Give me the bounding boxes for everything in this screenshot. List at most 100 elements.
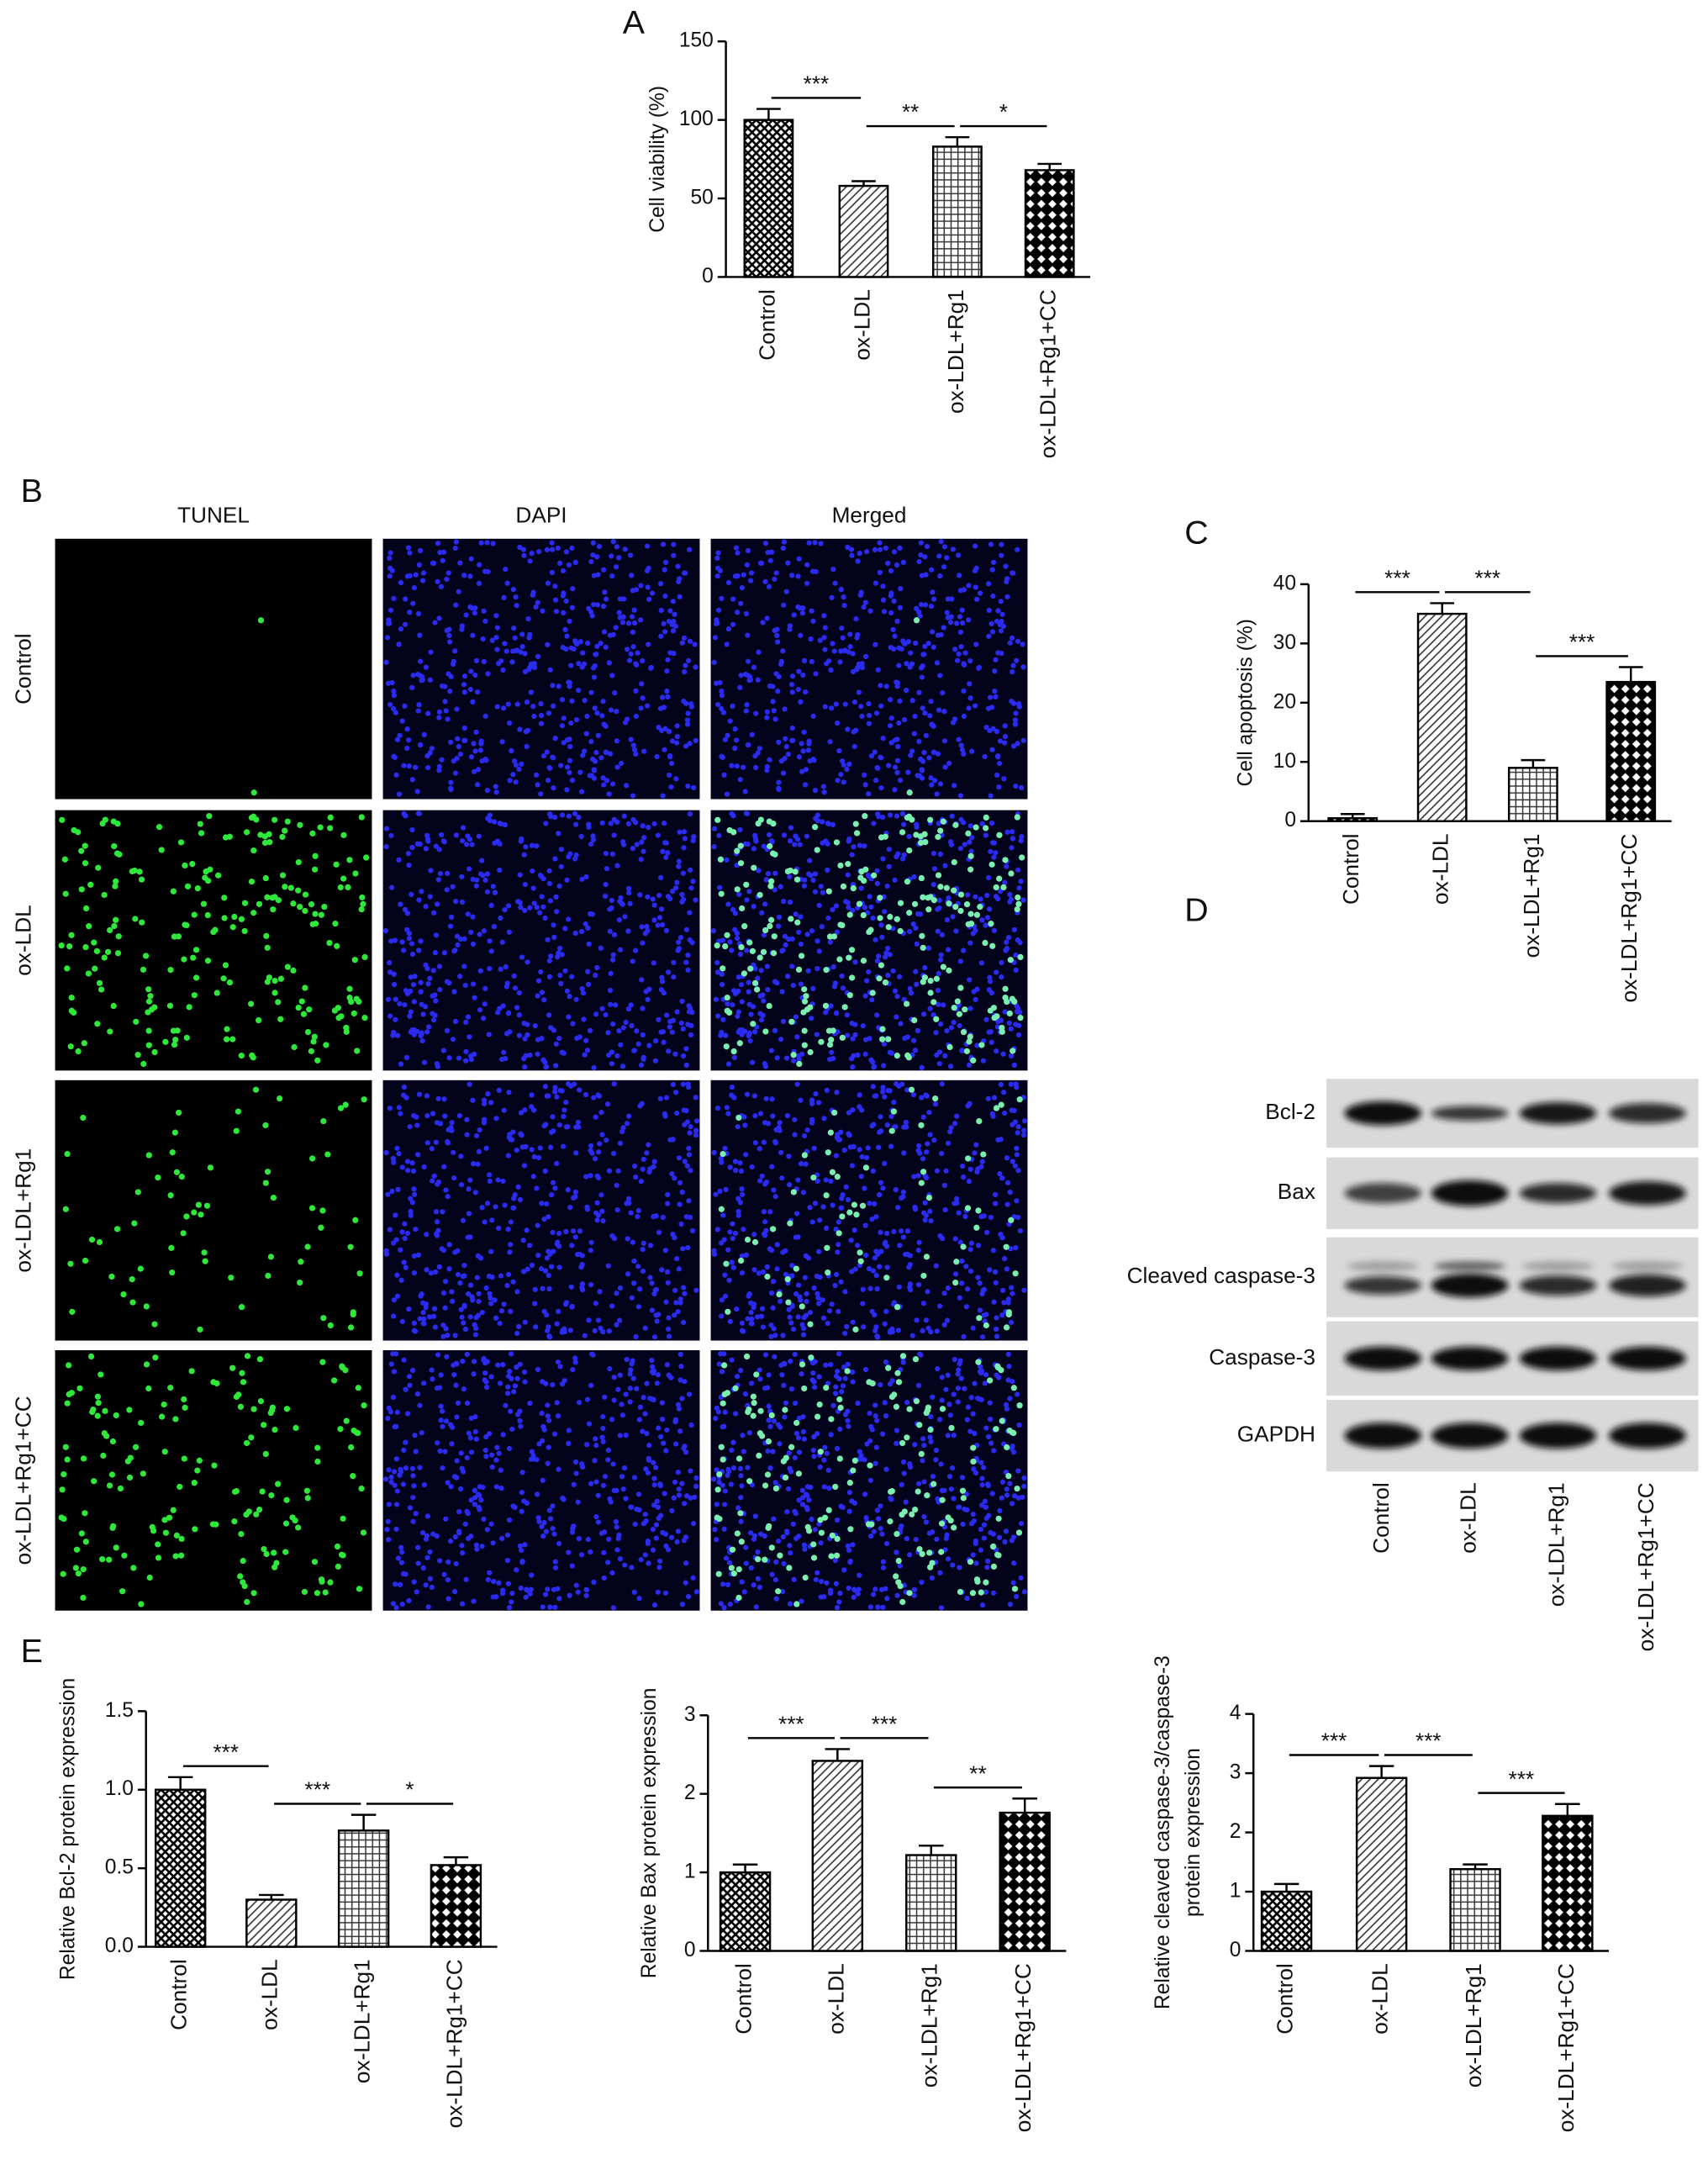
nucleus: [628, 1002, 634, 1008]
nucleus: [841, 603, 847, 609]
nucleus: [951, 1391, 957, 1397]
nucleus: [386, 1502, 392, 1507]
nucleus: [550, 1114, 556, 1120]
nucleus: [638, 617, 644, 623]
nucleus: [994, 772, 1000, 779]
nucleus: [960, 948, 967, 953]
nucleus: [623, 1019, 629, 1026]
nucleus: [590, 756, 596, 762]
nucleus: [782, 755, 788, 762]
panel-label: C: [1184, 514, 1208, 551]
tunel-cell: [909, 816, 915, 823]
tunel-cell: [263, 1550, 270, 1558]
nucleus: [714, 1227, 720, 1233]
nucleus: [922, 964, 928, 971]
tunel-cell: [882, 979, 889, 986]
nucleus: [974, 596, 980, 602]
nucleus: [681, 1107, 687, 1113]
tunel-cell: [133, 1018, 140, 1025]
tunel-cell: [182, 1404, 188, 1411]
nucleus: [523, 844, 529, 850]
nucleus: [809, 1097, 815, 1103]
tunel-cell: [736, 1040, 743, 1047]
y-axis-label: protein expression: [1182, 1748, 1205, 1917]
nucleus: [767, 757, 772, 763]
nucleus: [851, 743, 857, 750]
tunel-cell: [312, 853, 319, 859]
nucleus: [664, 1427, 670, 1433]
nucleus: [431, 1306, 438, 1312]
nucleus: [593, 1210, 599, 1216]
tunel-cell: [920, 1169, 927, 1175]
nucleus: [582, 1333, 588, 1338]
nucleus: [819, 924, 825, 930]
nucleus: [615, 1168, 621, 1174]
nucleus: [872, 1201, 878, 1207]
nucleus: [963, 1264, 969, 1270]
tunel-cell: [58, 942, 65, 949]
nucleus: [830, 641, 836, 647]
nucleus: [662, 840, 668, 846]
nucleus: [780, 1333, 786, 1338]
nucleus: [759, 1173, 765, 1179]
nucleus: [385, 1191, 391, 1197]
nucleus: [1021, 1475, 1027, 1481]
nucleus: [629, 1565, 635, 1570]
nucleus: [938, 952, 944, 958]
nucleus: [462, 1326, 469, 1333]
nucleus: [478, 1497, 484, 1503]
nucleus: [957, 614, 963, 620]
nucleus: [833, 1384, 839, 1390]
tunel-cell: [197, 1326, 203, 1333]
tunel-cell: [78, 1530, 85, 1537]
nucleus: [675, 1309, 681, 1315]
nucleus: [780, 1249, 786, 1255]
tunel-cell: [238, 1053, 245, 1059]
nucleus: [875, 765, 881, 771]
nucleus: [553, 609, 560, 615]
tunel-cell: [851, 1201, 857, 1208]
nucleus: [498, 1486, 504, 1491]
tunel-cell: [238, 1530, 245, 1538]
nucleus: [690, 879, 696, 884]
nucleus: [468, 1415, 474, 1422]
nucleus: [800, 672, 806, 678]
nucleus: [633, 820, 639, 826]
nucleus: [734, 930, 741, 937]
nucleus: [973, 1470, 979, 1476]
nucleus: [634, 1028, 640, 1034]
nucleus: [585, 969, 591, 974]
tunel-cell: [282, 827, 288, 834]
nucleus: [872, 1255, 878, 1261]
nucleus: [693, 897, 698, 903]
tunel-cell: [239, 1370, 245, 1376]
nucleus: [504, 1391, 511, 1396]
nucleus: [686, 1198, 692, 1204]
nucleus: [553, 1041, 559, 1047]
nucleus: [538, 1266, 545, 1272]
tunel-cell: [82, 842, 88, 849]
nucleus: [857, 1449, 862, 1454]
nucleus: [395, 1032, 401, 1038]
nucleus: [609, 1061, 614, 1067]
nucleus: [470, 699, 476, 705]
nucleus: [1000, 623, 1006, 629]
nucleus: [732, 990, 739, 997]
nucleus: [943, 1386, 949, 1392]
nucleus: [887, 952, 893, 958]
nucleus: [823, 1177, 829, 1183]
nucleus: [534, 1185, 540, 1191]
nucleus: [481, 1120, 487, 1126]
nucleus: [431, 1173, 437, 1179]
nucleus: [967, 681, 973, 687]
nucleus: [455, 1400, 461, 1406]
significance-label: ***: [804, 71, 830, 97]
tunel-cell: [108, 1273, 115, 1280]
nucleus: [862, 1185, 867, 1191]
tunel-cell: [737, 860, 745, 867]
nucleus: [994, 1333, 1000, 1339]
tunel-cell: [275, 897, 282, 904]
nucleus: [647, 1275, 653, 1280]
nucleus: [449, 1120, 455, 1126]
tunel-cell: [839, 1034, 846, 1041]
